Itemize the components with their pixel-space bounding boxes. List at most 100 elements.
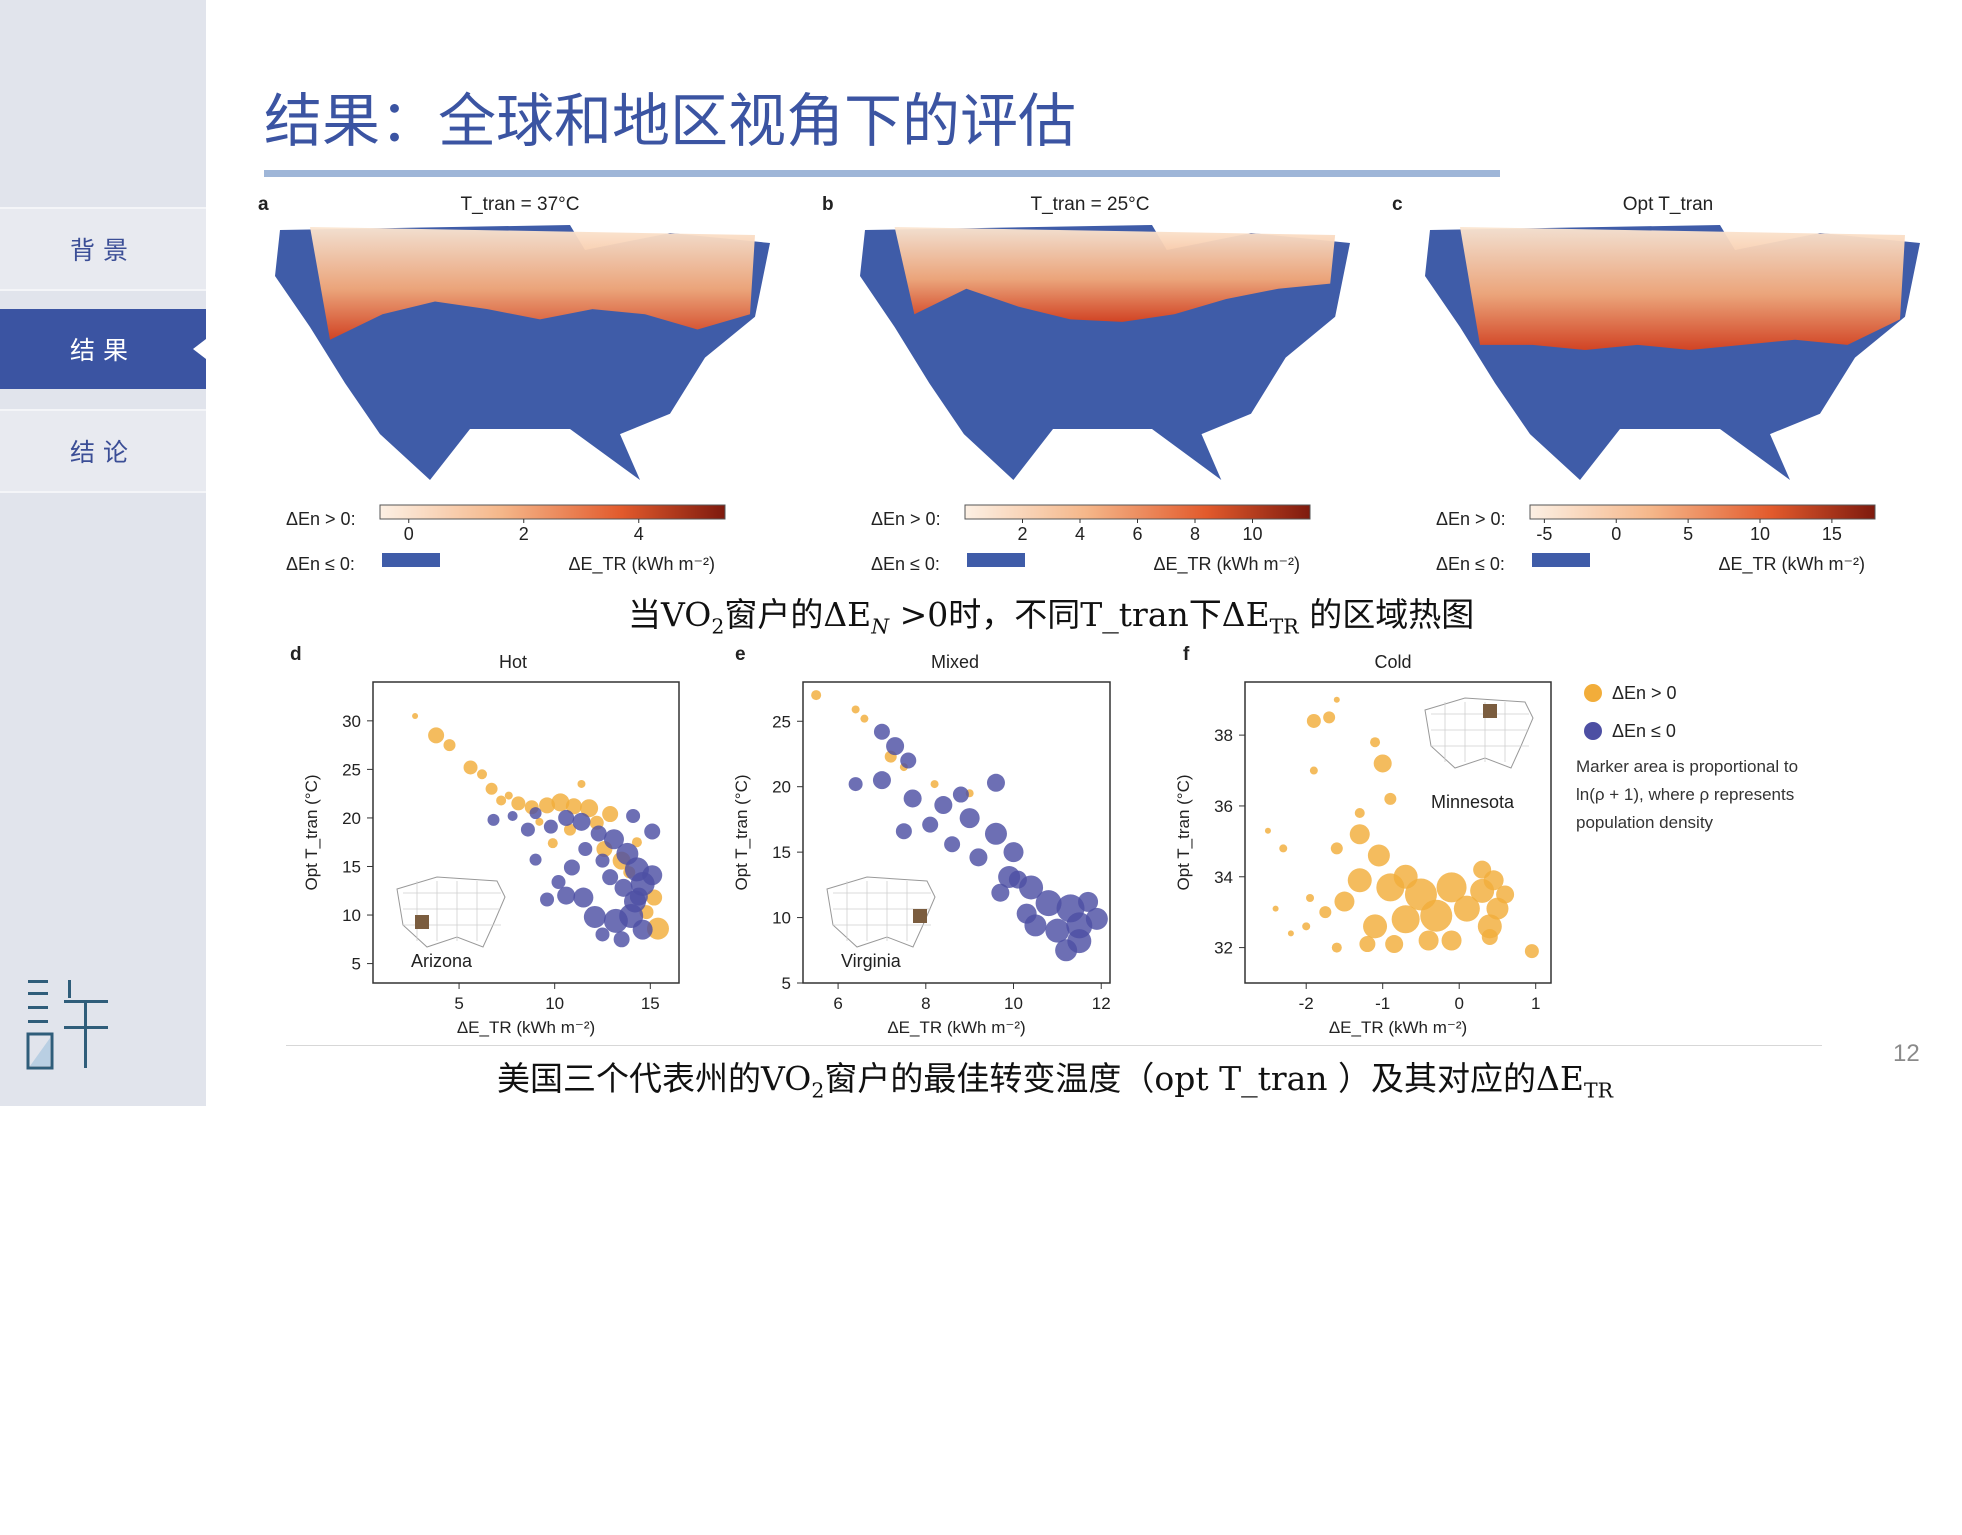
scatter-point — [1384, 792, 1397, 805]
scatter-point — [895, 823, 912, 840]
scatter-point — [991, 883, 1010, 902]
page-number: 12 — [1893, 1040, 1920, 1067]
x-tick-label: 15 — [641, 994, 660, 1013]
us-inset-map — [396, 876, 506, 948]
sidebar: 背景 结果 结论 — [0, 0, 206, 1106]
colorbar-label-positive: ΔEn > 0: — [286, 509, 356, 529]
scatter-point — [595, 853, 610, 868]
scatter-point — [872, 771, 891, 790]
scatter-point — [504, 791, 513, 800]
colorbar-tick-label: 10 — [1750, 524, 1770, 544]
caption-heatmaps: 当VO2窗户的ΔEN >0时，不同T_tran下ΔETR 的区域热图 — [628, 595, 1475, 639]
scatter-point — [602, 806, 619, 823]
colorbar-label-positive: ΔEn > 0: — [1436, 509, 1506, 529]
y-tick-label: 10 — [342, 906, 361, 925]
y-tick-label: 25 — [342, 760, 361, 779]
nav-item-label: 背景 — [69, 236, 136, 265]
scatter-point — [1085, 907, 1108, 930]
nav-item-label: 结果 — [69, 336, 136, 365]
colorbar-tick-label: 4 — [1075, 524, 1085, 544]
scatter-point — [848, 777, 863, 792]
colorbar-tick-label: 2 — [519, 524, 529, 544]
scatter-point — [851, 705, 860, 714]
scatter-point — [632, 919, 653, 940]
scatter-point — [1319, 906, 1332, 919]
x-tick-label: 6 — [833, 994, 842, 1013]
scatter-point — [1306, 894, 1315, 903]
legend-note-line: population density — [1576, 813, 1714, 832]
scatter-point — [1496, 885, 1515, 904]
panel-title: T_tran = 37°C — [460, 194, 579, 215]
scatter-point — [934, 796, 953, 815]
colorbar-tick-label: 8 — [1190, 524, 1200, 544]
scatter-point — [614, 878, 633, 897]
nav-item-conclusion[interactable]: 结论 — [0, 409, 206, 493]
scatter-point — [551, 793, 570, 812]
scatter-point — [646, 889, 663, 906]
colorbar-unit: ΔE_TR (kWh m⁻²) — [568, 554, 715, 575]
us-outline — [396, 876, 506, 948]
scatter-point — [1391, 905, 1420, 934]
scatter-point — [1363, 914, 1388, 939]
scatter-point — [1441, 930, 1462, 951]
scatter-point — [547, 838, 558, 849]
scatter-point — [1367, 844, 1390, 867]
scatter-point — [1349, 824, 1370, 845]
scatter-point — [563, 823, 576, 836]
scatter-point — [873, 723, 890, 740]
map-positive-region — [894, 227, 1336, 322]
scatter-point — [1016, 903, 1037, 924]
scatter-point — [496, 795, 507, 806]
scatter-point — [529, 807, 542, 820]
scatter-point — [539, 797, 556, 814]
y-axis-label: Opt T_tran (°C) — [1174, 774, 1193, 890]
y-tick-label: 20 — [342, 809, 361, 828]
scatter-point — [487, 813, 500, 826]
scatter-point — [860, 714, 869, 723]
panel-letter: d — [290, 644, 302, 665]
caption-scatters: 美国三个代表州的VO2窗户的最佳转变温度（opt T_tran ）及其对应的ΔE… — [497, 1059, 1613, 1103]
colorbar-negative-swatch — [382, 553, 440, 567]
us-outline — [1424, 697, 1534, 769]
scatter-point — [930, 780, 939, 789]
scatter-point — [1347, 868, 1372, 893]
heatmap-panel-c: c Opt T_tran ΔEn > 0: ΔEn ≤ 0: -5 0 5 10 15 ΔE_TR… — [1392, 194, 1920, 575]
colorbar-tick-label: 0 — [404, 524, 414, 544]
scatter-point — [551, 875, 566, 890]
scatter-point — [1272, 905, 1279, 912]
x-tick-label: -1 — [1375, 994, 1390, 1013]
y-tick-label: 30 — [342, 712, 361, 731]
x-axis-label: ΔE_TR (kWh m⁻²) — [457, 1018, 595, 1037]
colorbar-label-negative: ΔEn ≤ 0: — [1436, 554, 1505, 574]
y-tick-label: 38 — [1214, 726, 1233, 745]
scatter-point — [1481, 928, 1498, 945]
scatter-point — [477, 769, 488, 780]
scatter-point — [428, 727, 445, 744]
scatter-point — [1008, 870, 1027, 889]
x-axis-label: ΔE_TR (kWh m⁻²) — [887, 1018, 1025, 1037]
scatter-point — [507, 810, 518, 821]
y-axis-label: Opt T_tran (°C) — [732, 774, 751, 890]
colorbar-unit: ΔE_TR (kWh m⁻²) — [1153, 554, 1300, 575]
scatter-point — [986, 773, 1005, 792]
scatter-point — [603, 829, 624, 850]
legend-note: Marker area is proportional to ln(ρ + 1),… — [1576, 757, 1798, 832]
scatter-panel-e: e Mixed Virginia 6 8 10 12 5 10 15 20 25 ΔE_TR (kWh … — [732, 644, 1111, 1037]
y-tick-label: 10 — [772, 909, 791, 928]
x-tick-label: 1 — [1531, 994, 1540, 1013]
scatter-point — [595, 927, 610, 942]
colorbar-tick-label: 15 — [1822, 524, 1842, 544]
scatter-point — [900, 752, 917, 769]
scatter-point — [969, 848, 988, 867]
nav-item-background[interactable]: 背景 — [0, 207, 206, 291]
colorbar-gradient — [964, 504, 1311, 520]
scatter-point — [952, 786, 969, 803]
scatter-point — [485, 782, 498, 795]
scatter-point — [1055, 939, 1078, 962]
colorbar-gradient — [1529, 504, 1876, 520]
nav-item-results[interactable]: 结果 — [0, 309, 206, 389]
scatter-point — [1359, 936, 1376, 953]
y-tick-label: 20 — [772, 778, 791, 797]
